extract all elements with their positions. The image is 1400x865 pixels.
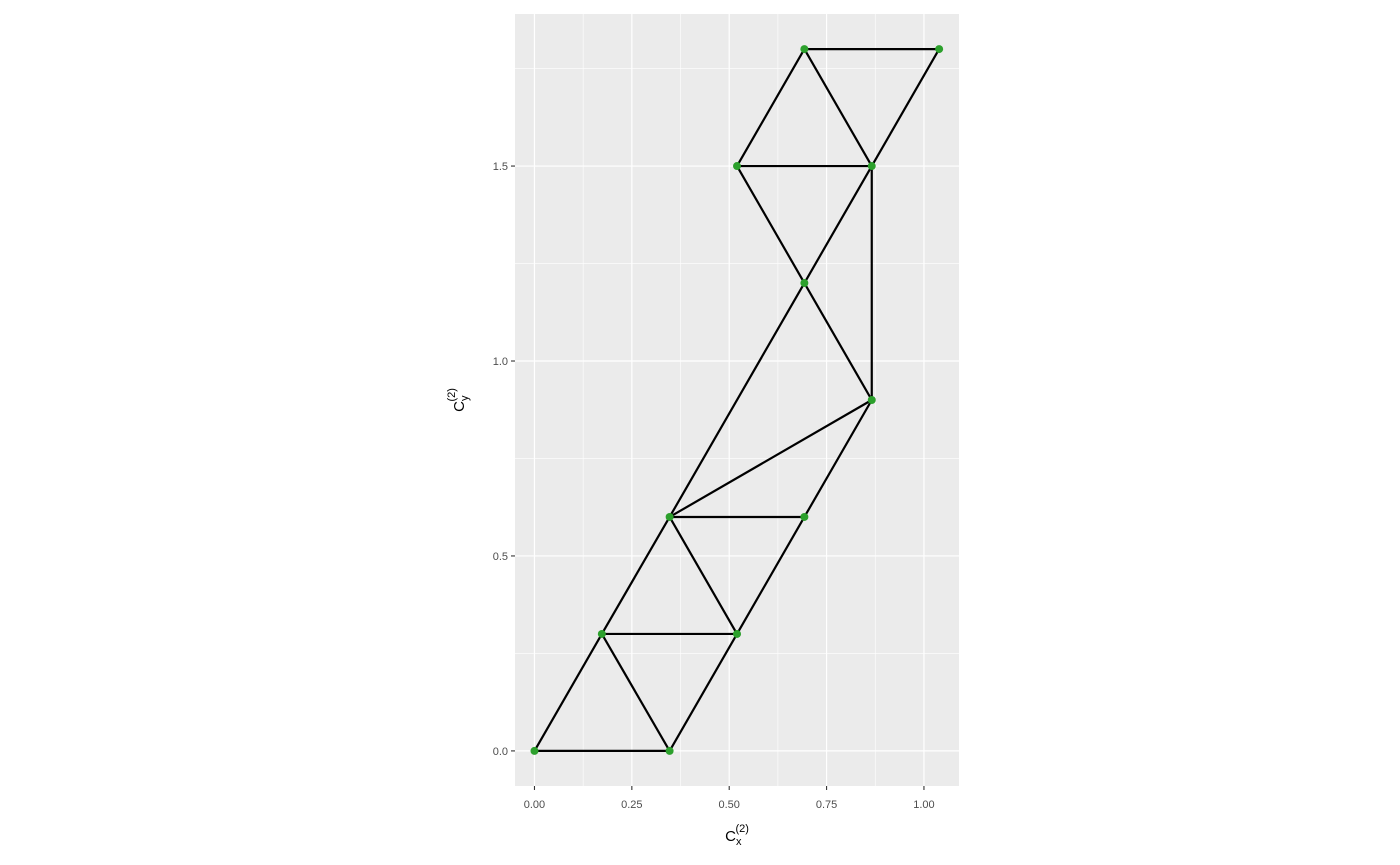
edge-line bbox=[803, 165, 873, 284]
edge-line bbox=[870, 48, 941, 167]
data-point bbox=[867, 396, 876, 404]
y-axis-title-superscript: (2) bbox=[446, 388, 458, 401]
edge-line bbox=[600, 633, 671, 752]
y-axis: 0.0 0.5 1.0 1.5 bbox=[493, 161, 515, 758]
y-axis-title-subscript: y bbox=[459, 395, 471, 401]
data-point bbox=[665, 746, 674, 755]
edge-line bbox=[600, 516, 671, 635]
grid-major bbox=[515, 14, 959, 786]
x-tick-label: 0.25 bbox=[621, 799, 642, 811]
y-tick-label: 0.5 bbox=[493, 551, 508, 563]
x-axis-title-subscript: x bbox=[736, 836, 742, 848]
edge-line bbox=[803, 399, 873, 518]
edge-line bbox=[736, 165, 806, 284]
x-axis-title-superscript: (2) bbox=[735, 823, 748, 835]
triangulation-edges bbox=[533, 47, 941, 753]
y-tick-label: 1.0 bbox=[493, 356, 508, 368]
x-axis: 0.00 0.25 0.50 0.75 1.00 bbox=[524, 786, 935, 811]
data-points bbox=[530, 45, 944, 755]
edge-line bbox=[533, 633, 603, 752]
y-tick-label: 0.0 bbox=[493, 746, 508, 758]
data-point bbox=[665, 512, 674, 521]
data-point bbox=[597, 629, 606, 638]
edge-line bbox=[668, 633, 738, 752]
y-tick-label: 1.5 bbox=[493, 161, 508, 173]
x-axis-title-base: C bbox=[725, 828, 736, 845]
data-point bbox=[935, 45, 944, 54]
edge-line bbox=[668, 282, 806, 518]
x-tick-label: 0.00 bbox=[524, 799, 545, 811]
x-axis-title: Cx(2) bbox=[725, 823, 749, 848]
y-axis-title-base: C bbox=[451, 401, 468, 412]
data-point bbox=[530, 746, 539, 755]
data-point bbox=[733, 162, 741, 171]
edge-line bbox=[668, 516, 738, 635]
y-axis-title: Cy(2) bbox=[446, 388, 471, 412]
data-point bbox=[800, 512, 809, 521]
data-point bbox=[800, 279, 809, 288]
data-point bbox=[867, 162, 876, 171]
x-tick-label: 1.00 bbox=[913, 799, 934, 811]
data-point bbox=[800, 45, 809, 54]
x-tick-label: 0.50 bbox=[718, 799, 739, 811]
data-point bbox=[733, 629, 741, 638]
edge-line bbox=[736, 48, 806, 167]
grid-minor bbox=[515, 14, 959, 786]
edge-line bbox=[803, 282, 873, 401]
x-tick-label: 0.75 bbox=[816, 799, 837, 811]
edge-line bbox=[736, 516, 806, 635]
edge-line bbox=[803, 48, 873, 167]
edge-line bbox=[669, 399, 873, 518]
